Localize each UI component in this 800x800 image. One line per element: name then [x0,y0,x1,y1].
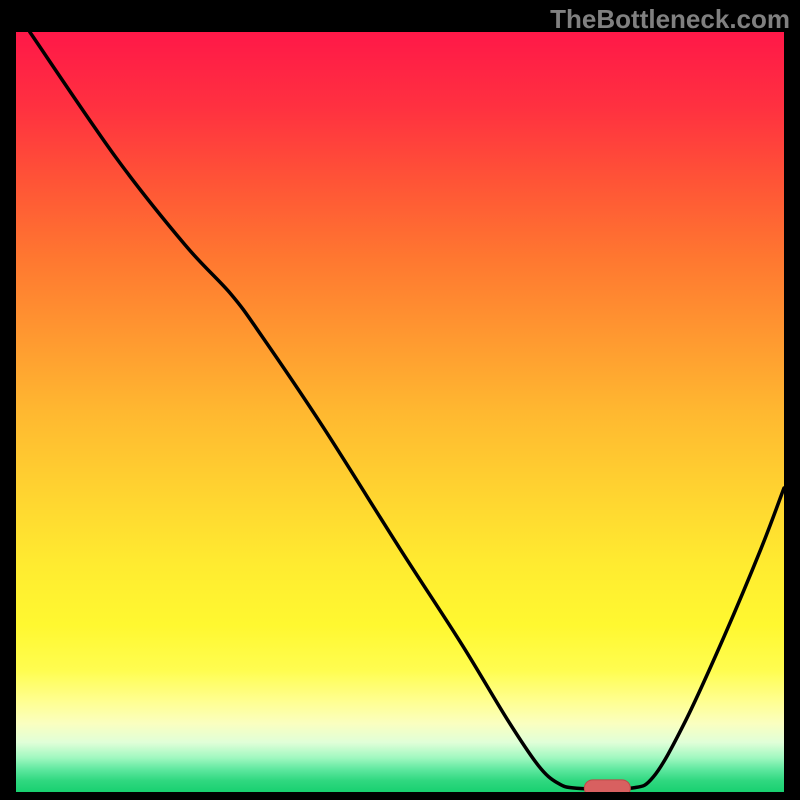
optimal-point-marker [584,780,630,792]
bottleneck-chart [16,32,784,792]
watermark-text: TheBottleneck.com [550,4,790,35]
chart-background [16,32,784,792]
chart-svg [16,32,784,792]
